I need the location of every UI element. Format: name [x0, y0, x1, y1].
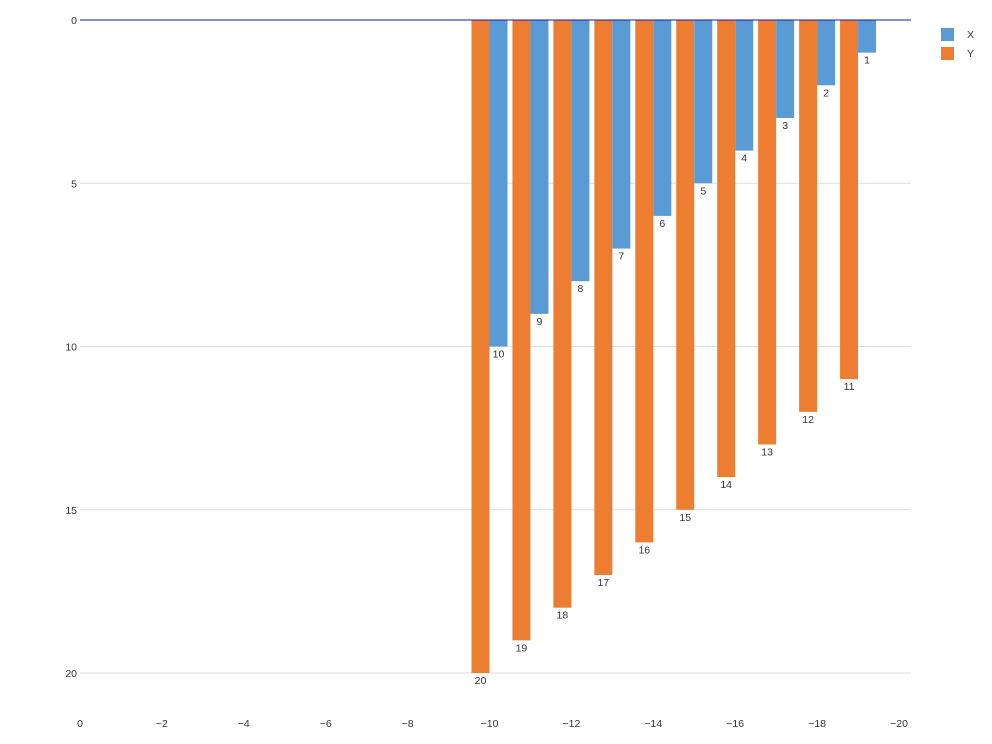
data-label: 15: [679, 512, 691, 524]
bar-x: [858, 20, 877, 53]
data-label: 11: [844, 381, 855, 393]
x-tick-label: −14: [644, 718, 662, 730]
bar-y: [717, 20, 736, 478]
bar-x: [817, 20, 836, 86]
y-axis-ticks: 0 5 10 15 20: [65, 15, 77, 680]
data-label: 19: [516, 642, 528, 654]
x-tick-label: −12: [562, 718, 580, 730]
x-axis-ticks: 0 −2 −4 −6 −8 −10 −12 −14 −16 −18 −20: [77, 718, 908, 730]
data-label: 6: [659, 218, 665, 230]
bar-y: [758, 20, 777, 445]
bar-x: [612, 20, 631, 249]
bar-y: [471, 20, 490, 673]
data-label: 5: [700, 185, 706, 197]
data-label: 9: [537, 316, 543, 328]
data-label: 2: [823, 87, 829, 99]
x-tick-label: 0: [77, 718, 83, 730]
data-label: 4: [741, 153, 747, 165]
data-label: 8: [577, 283, 583, 295]
y-tick-label: 15: [65, 505, 77, 517]
bar-x: [776, 20, 795, 118]
data-label: 3: [782, 120, 788, 132]
y-tick-label: 5: [71, 178, 77, 190]
legend-label-x: X: [967, 29, 974, 41]
bar-x: [530, 20, 549, 314]
x-tick-label: −16: [726, 718, 744, 730]
bar-x: [735, 20, 754, 151]
bar-y: [799, 20, 818, 412]
data-label: 7: [618, 251, 624, 263]
legend-label-y: Y: [967, 48, 974, 60]
x-tick-label: −2: [156, 718, 168, 730]
x-tick-label: −4: [238, 718, 250, 730]
bar-y: [553, 20, 572, 608]
x-tick-label: −20: [890, 718, 908, 730]
x-tick-label: −18: [808, 718, 826, 730]
bar-y: [635, 20, 654, 543]
data-label: 16: [638, 544, 650, 556]
data-label: 14: [720, 479, 732, 491]
bar-y: [676, 20, 695, 510]
legend-swatch-y: [941, 47, 954, 60]
data-label: 13: [761, 446, 773, 458]
bar-x: [653, 20, 672, 216]
data-label: 17: [598, 577, 610, 589]
legend-swatch-x: [941, 28, 954, 41]
x-tick-label: −10: [481, 718, 499, 730]
y-tick-label: 10: [65, 342, 77, 354]
data-label: 20: [475, 675, 487, 687]
data-label: 1: [864, 55, 870, 67]
x-tick-label: −6: [320, 718, 332, 730]
x-tick-label: −8: [402, 718, 414, 730]
data-label: 18: [557, 610, 569, 622]
data-label: 12: [802, 414, 814, 426]
bar-y: [512, 20, 531, 641]
y-tick-label: 20: [65, 668, 77, 680]
bar-y: [594, 20, 613, 576]
legend: XY: [941, 28, 974, 60]
bar-x: [694, 20, 713, 184]
bar-y: [840, 20, 859, 380]
bars: [471, 20, 877, 673]
bar-x: [571, 20, 590, 282]
bar-x: [489, 20, 508, 347]
data-label: 10: [493, 349, 505, 361]
y-tick-label: 0: [71, 15, 77, 27]
